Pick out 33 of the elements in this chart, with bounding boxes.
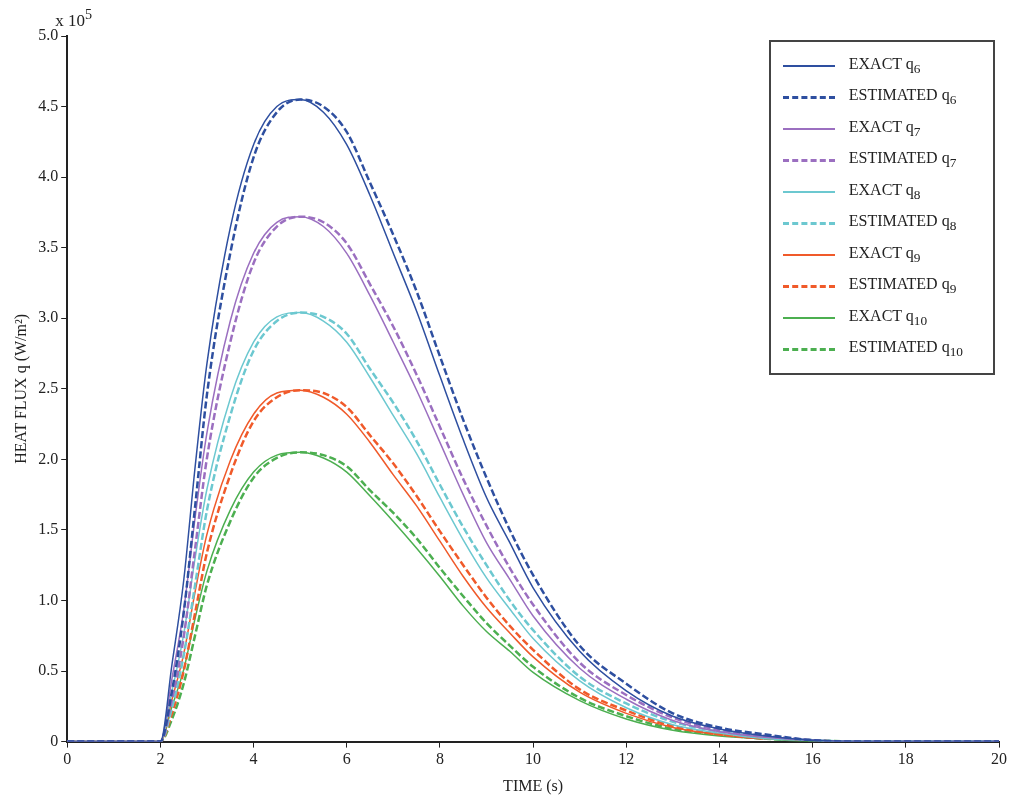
y-tick-label: 2.0	[38, 449, 59, 467]
x-axis-title: TIME (s)	[503, 776, 564, 795]
legend-label: ESTIMATED q$_{10}$	[848, 338, 963, 361]
y-tick-label: 4.5	[38, 96, 59, 114]
y-tick-label: 3.5	[38, 237, 59, 255]
x-tick-label: 10	[525, 750, 542, 768]
x-tick-label: 18	[897, 750, 914, 768]
x-tick-label: 8	[435, 750, 444, 768]
x-tick-label: 0	[63, 750, 72, 768]
y-tick-label: 1.0	[38, 590, 59, 608]
legend-label: ESTIMATED q$_{8}$	[848, 212, 957, 235]
legend-label: EXACT q$_{6}$	[848, 54, 921, 77]
x-tick-label: 6	[342, 750, 351, 768]
y-tick-label: 4.0	[38, 167, 59, 185]
x-tick-label: 12	[618, 750, 635, 768]
legend-label: ESTIMATED q$_{7}$	[848, 149, 957, 172]
legend-label: EXACT q$_{8}$	[848, 180, 921, 203]
y-tick-label: 3.0	[38, 308, 59, 326]
x-tick-label: 14	[711, 750, 728, 768]
legend-label: ESTIMATED q$_{9}$	[848, 275, 957, 298]
legend-label: ESTIMATED q$_{6}$	[848, 86, 957, 109]
x-tick-label: 2	[156, 750, 165, 768]
legend-label: EXACT q$_{7}$	[848, 117, 921, 140]
legend-label: EXACT q$_{10}$	[848, 306, 928, 329]
y-axis-title: HEAT FLUX q (W/m²)	[11, 313, 30, 464]
y-tick-label: 0.5	[38, 661, 59, 679]
x-tick-label: 20	[991, 750, 1007, 768]
x-tick-label: 4	[249, 750, 258, 768]
legend-label: EXACT q$_{9}$	[848, 243, 921, 266]
y-tick-label: 1.5	[38, 520, 59, 538]
x-tick-label: 16	[804, 750, 821, 768]
y-tick-label: 2.5	[38, 379, 59, 396]
y-tick-label: 0	[50, 731, 59, 749]
